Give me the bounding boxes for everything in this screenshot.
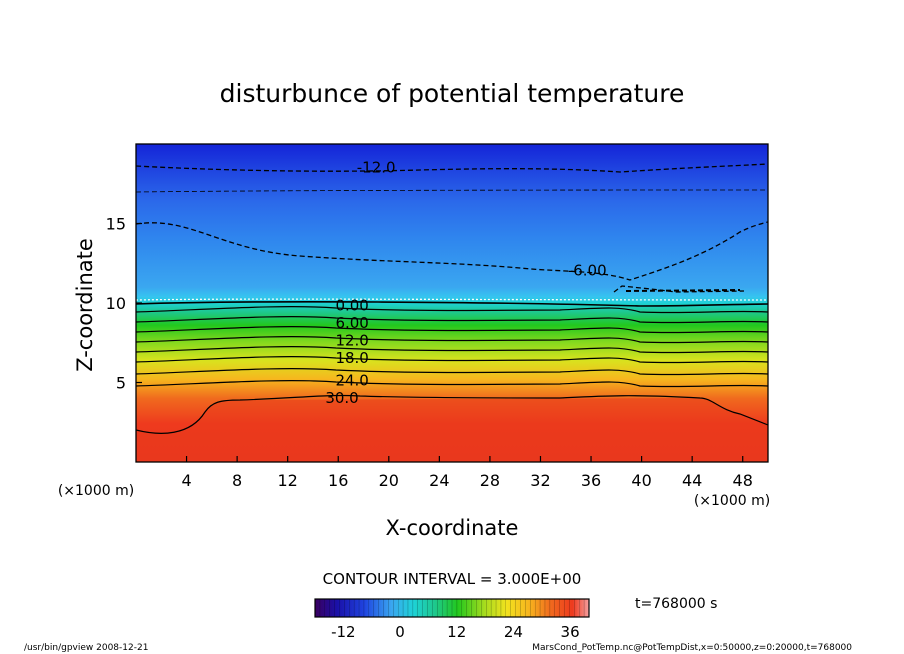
y-tick-label: 5 — [116, 374, 126, 393]
contour-label: 24.0 — [335, 371, 368, 389]
contour-label: -12.0 — [357, 158, 396, 176]
x-axis-label: X-coordinate — [386, 516, 519, 540]
x-tick-label: 16 — [328, 471, 348, 490]
contour-label: 12.0 — [335, 332, 368, 350]
footer-left: /usr/bin/gpview 2008-12-21 — [24, 643, 148, 653]
contour-label: 6.00 — [335, 314, 368, 332]
contour-label: 30.0 — [325, 389, 358, 407]
colorbar-tick-label: 36 — [561, 623, 580, 641]
x-tick-label: 36 — [581, 471, 601, 490]
contour-label: -6.00 — [568, 262, 607, 280]
x-tick-label: 28 — [480, 471, 500, 490]
colorbar: -12 0 12 24 36 — [314, 598, 590, 641]
colorbar-stripes — [319, 599, 585, 617]
colorbar-tick-label: -12 — [331, 623, 356, 641]
x-tick-label: 12 — [278, 471, 298, 490]
y-tick-label: 10 — [106, 294, 126, 313]
colorbar-tick-label: 24 — [504, 623, 523, 641]
plot-area — [136, 144, 768, 462]
colorbar-ticks: -12 0 12 24 36 — [331, 623, 580, 641]
contours-negative — [136, 163, 768, 301]
contour-interval: CONTOUR INTERVAL = 3.000E+00 — [323, 570, 582, 588]
x-tick-label: 32 — [530, 471, 550, 490]
x-tick-label: 20 — [379, 471, 399, 490]
hot-layer — [136, 398, 768, 462]
x-tick-label: 44 — [682, 471, 702, 490]
y-axis: 5 10 15 — [106, 215, 142, 393]
y-axis-label: Z-coordinate — [73, 238, 97, 372]
footer-right: MarsCond_PotTemp.nc@PotTempDist,x=0:5000… — [532, 643, 852, 653]
x-axis: 4 8 12 16 20 24 28 32 36 40 44 48 — [181, 456, 753, 490]
x-tick-label: 4 — [181, 471, 191, 490]
x-tick-label: 48 — [733, 471, 753, 490]
x-tick-label: 8 — [232, 471, 242, 490]
contour-label: 18.0 — [335, 349, 368, 367]
colorbar-tick-label: 0 — [395, 623, 405, 641]
x-tick-label: 24 — [429, 471, 449, 490]
time-label: t=768000 s — [635, 596, 717, 612]
x-unit-right: (×1000 m) — [694, 493, 770, 509]
contour-label: 0.00 — [335, 297, 368, 315]
chart-title: disturbunce of potential temperature — [220, 79, 685, 108]
x-unit-left: (×1000 m) — [58, 483, 134, 499]
y-tick-label: 15 — [106, 215, 126, 234]
colorbar-frame — [314, 598, 590, 618]
contours-positive — [136, 301, 768, 434]
x-tick-label: 40 — [631, 471, 651, 490]
colorbar-tick-label: 12 — [447, 623, 466, 641]
